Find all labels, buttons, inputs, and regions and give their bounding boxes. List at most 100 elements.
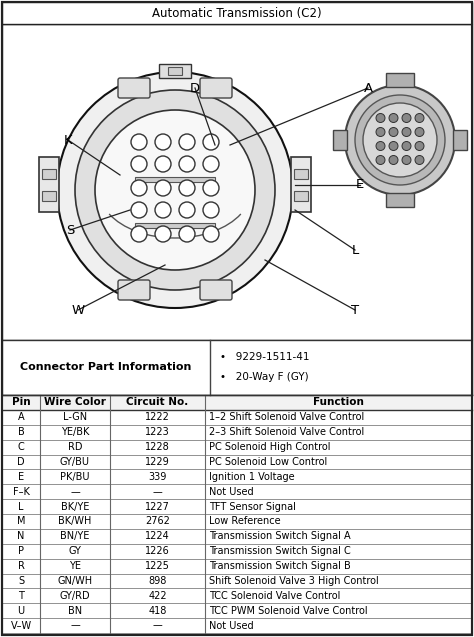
Circle shape [389, 127, 398, 136]
Circle shape [376, 127, 385, 136]
Text: F–K: F–K [13, 487, 29, 497]
Text: C: C [18, 442, 24, 452]
Circle shape [131, 180, 147, 196]
Text: T: T [351, 303, 359, 317]
Text: 2–3 Shift Solenoid Valve Control: 2–3 Shift Solenoid Valve Control [209, 427, 364, 437]
Text: S: S [18, 576, 24, 586]
Text: L: L [351, 243, 359, 257]
Text: PK/BU: PK/BU [60, 472, 90, 482]
Circle shape [376, 141, 385, 150]
Text: M: M [17, 517, 25, 526]
Text: L: L [18, 501, 24, 512]
Text: 418: 418 [148, 606, 167, 616]
Text: Low Reference: Low Reference [209, 517, 281, 526]
Bar [386, 193, 414, 207]
Text: •   20-Way F (GY): • 20-Way F (GY) [220, 373, 309, 382]
Text: U: U [18, 606, 25, 616]
Bar [2, 24, 472, 340]
Text: N: N [18, 531, 25, 541]
Text: PC Solenoid High Control: PC Solenoid High Control [209, 442, 330, 452]
Bar [42, 169, 56, 179]
Bar [159, 64, 191, 78]
Text: L-GN: L-GN [63, 412, 87, 422]
Circle shape [131, 156, 147, 172]
Text: Function: Function [313, 397, 364, 408]
Text: Transmission Switch Signal C: Transmission Switch Signal C [209, 546, 351, 556]
Circle shape [155, 156, 171, 172]
Text: W: W [72, 303, 84, 317]
Bar [333, 130, 347, 150]
Text: T: T [18, 590, 24, 601]
Text: 2762: 2762 [145, 517, 170, 526]
Text: GN/WH: GN/WH [57, 576, 92, 586]
Circle shape [389, 141, 398, 150]
Text: Automatic Transmission (C2): Automatic Transmission (C2) [152, 6, 322, 20]
FancyBboxPatch shape [118, 280, 150, 300]
Circle shape [179, 180, 195, 196]
Text: B: B [18, 427, 24, 437]
Circle shape [355, 95, 445, 185]
Text: D: D [17, 457, 25, 467]
Text: R: R [18, 561, 25, 571]
Text: —: — [153, 487, 163, 497]
Text: 1229: 1229 [145, 457, 170, 467]
Circle shape [179, 156, 195, 172]
Circle shape [389, 155, 398, 164]
Circle shape [415, 155, 424, 164]
Bar [386, 73, 414, 87]
Circle shape [345, 85, 455, 195]
FancyBboxPatch shape [118, 78, 150, 98]
Circle shape [415, 127, 424, 136]
Text: TFT Sensor Signal: TFT Sensor Signal [209, 501, 296, 512]
Bar [42, 191, 56, 201]
Circle shape [131, 134, 147, 150]
Circle shape [402, 127, 411, 136]
Circle shape [415, 141, 424, 150]
Text: Circuit No.: Circuit No. [127, 397, 189, 408]
Circle shape [415, 113, 424, 122]
Bar [294, 169, 308, 179]
Text: YE: YE [69, 561, 81, 571]
Circle shape [402, 141, 411, 150]
Text: A: A [18, 412, 24, 422]
Circle shape [155, 180, 171, 196]
Text: TCC Solenoid Valve Control: TCC Solenoid Valve Control [209, 590, 340, 601]
Text: —: — [70, 620, 80, 631]
Bar [168, 67, 182, 75]
Text: Ignition 1 Voltage: Ignition 1 Voltage [209, 472, 295, 482]
Text: 1223: 1223 [145, 427, 170, 437]
Text: Transmission Switch Signal A: Transmission Switch Signal A [209, 531, 351, 541]
Bar [291, 157, 311, 212]
Text: BN/YE: BN/YE [60, 531, 90, 541]
Circle shape [179, 226, 195, 242]
Text: 1224: 1224 [145, 531, 170, 541]
Text: E: E [356, 178, 364, 192]
Bar [453, 130, 467, 150]
Circle shape [402, 155, 411, 164]
Circle shape [75, 90, 275, 290]
Bar [294, 191, 308, 201]
Text: BK/YE: BK/YE [61, 501, 89, 512]
Text: RD: RD [68, 442, 82, 452]
Circle shape [376, 155, 385, 164]
Text: BK/WH: BK/WH [58, 517, 91, 526]
Bar [2, 395, 472, 410]
Text: K: K [64, 134, 73, 147]
Text: 1–2 Shift Solenoid Valve Control: 1–2 Shift Solenoid Valve Control [209, 412, 364, 422]
Circle shape [95, 110, 255, 270]
Bar [2, 340, 472, 395]
Text: Wire Color: Wire Color [44, 397, 106, 408]
Text: 898: 898 [148, 576, 167, 586]
Text: —: — [70, 487, 80, 497]
Text: PC Solenoid Low Control: PC Solenoid Low Control [209, 457, 327, 467]
Text: GY: GY [69, 546, 82, 556]
Circle shape [155, 226, 171, 242]
Text: Pin: Pin [12, 397, 30, 408]
Bar [39, 157, 59, 212]
Circle shape [402, 113, 411, 122]
Circle shape [179, 134, 195, 150]
Text: 1225: 1225 [145, 561, 170, 571]
Text: 339: 339 [148, 472, 167, 482]
Circle shape [389, 113, 398, 122]
Text: Not Used: Not Used [209, 620, 254, 631]
